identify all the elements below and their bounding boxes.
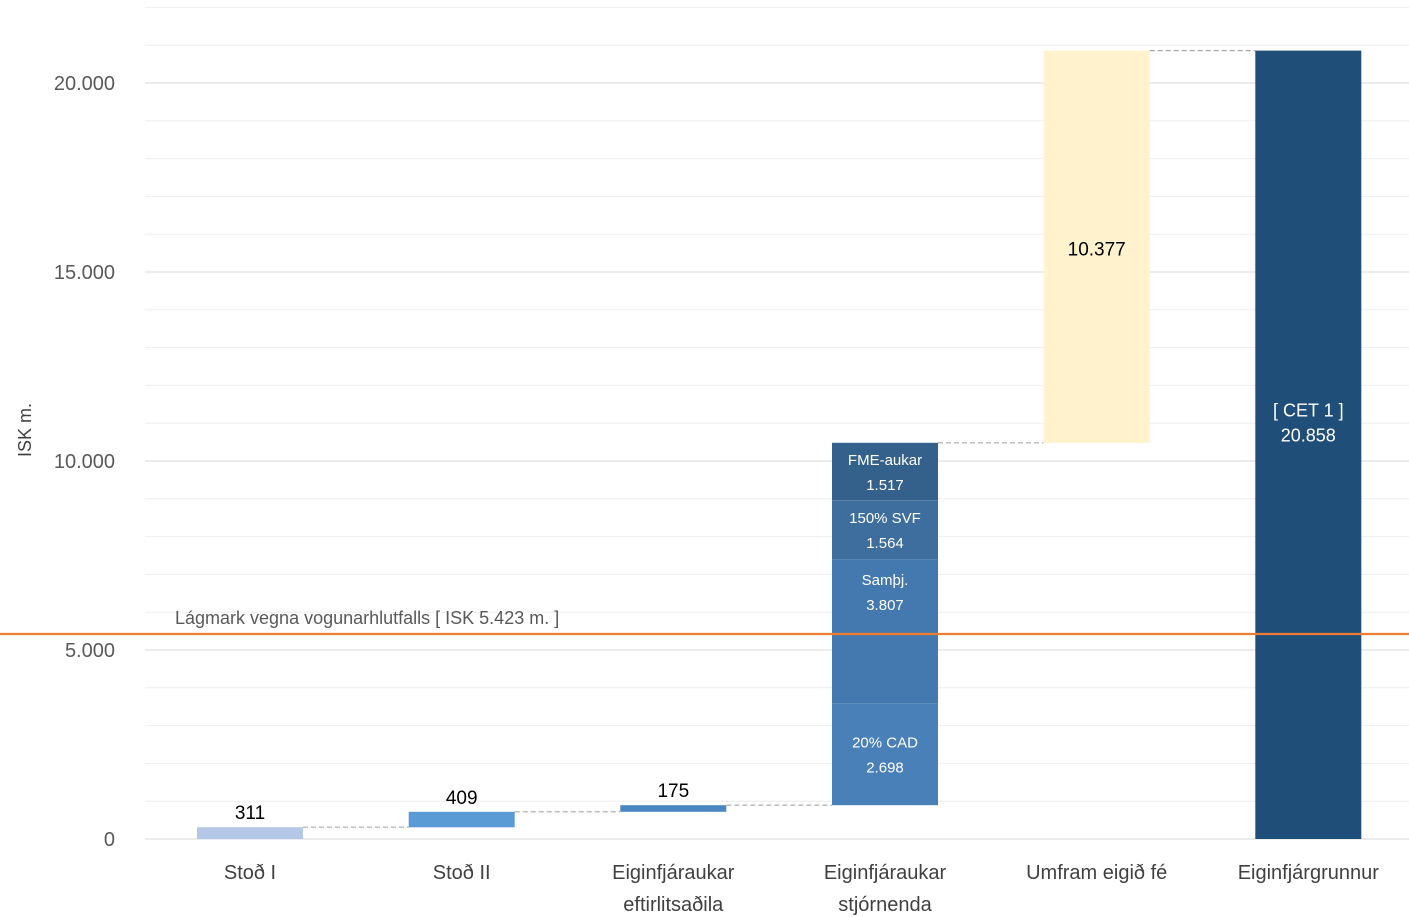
bar-segment [408, 811, 515, 828]
bar-segment [832, 559, 938, 704]
data-label: 175 [657, 781, 689, 802]
y-axis-ticks: 0 5.000 10.000 15.000 20.000 [54, 73, 115, 851]
x-category-label: Umfram eigið fé [1026, 862, 1167, 884]
bar-segment [832, 703, 938, 806]
bar-segment [832, 442, 938, 501]
data-label: 20% CAD 2.698 [852, 735, 918, 777]
data-label: 409 [446, 788, 478, 809]
x-axis-categories: Stoð I Stoð II Eiginfjáraukar eftirlitsaðil… [224, 862, 1379, 916]
grid-lines [145, 6, 1409, 840]
data-label: 10.377 [1068, 239, 1126, 260]
bar-segment [1043, 50, 1150, 443]
bar-segment [832, 500, 938, 560]
bars [197, 50, 1362, 840]
data-labels: 311 409 175 20% CAD 2.698 Samþj. 3.807 150% SVF… [235, 239, 1344, 824]
bar-segment [620, 805, 727, 812]
y-tick-label: 10.000 [54, 451, 115, 473]
x-category-label: Eiginfjárgrunnur [1238, 862, 1380, 884]
y-tick-label: 15.000 [54, 262, 115, 284]
reference-line-label: Lágmark vegna vogunarhlutfalls [ ISK 5.4… [175, 608, 559, 628]
y-axis-label: ISK m. [15, 403, 35, 457]
x-category-label: Stoð I [224, 862, 276, 884]
x-category-label: Stoð II [433, 862, 491, 884]
bar-segment [1255, 50, 1362, 840]
bar-segment [197, 827, 303, 839]
data-label: 150% SVF 1.564 [849, 510, 921, 552]
data-label: 311 [235, 803, 265, 824]
data-label: FME-aukar 1.517 [848, 452, 922, 494]
y-tick-label: 5.000 [65, 640, 115, 662]
x-category-label: Eiginfjáraukar stjórnenda [824, 862, 947, 916]
connector-lines [303, 49, 1256, 828]
reference-line-group: Lágmark vegna vogunarhlutfalls [ ISK 5.4… [0, 608, 1409, 636]
y-tick-label: 0 [104, 829, 115, 851]
y-tick-label: 20.000 [54, 73, 115, 95]
data-label: [ CET 1 ] 20.858 [1273, 401, 1344, 446]
x-category-label: Eiginfjáraukar eftirlitsaðila [612, 862, 735, 916]
data-label: Samþj. 3.807 [862, 572, 909, 614]
